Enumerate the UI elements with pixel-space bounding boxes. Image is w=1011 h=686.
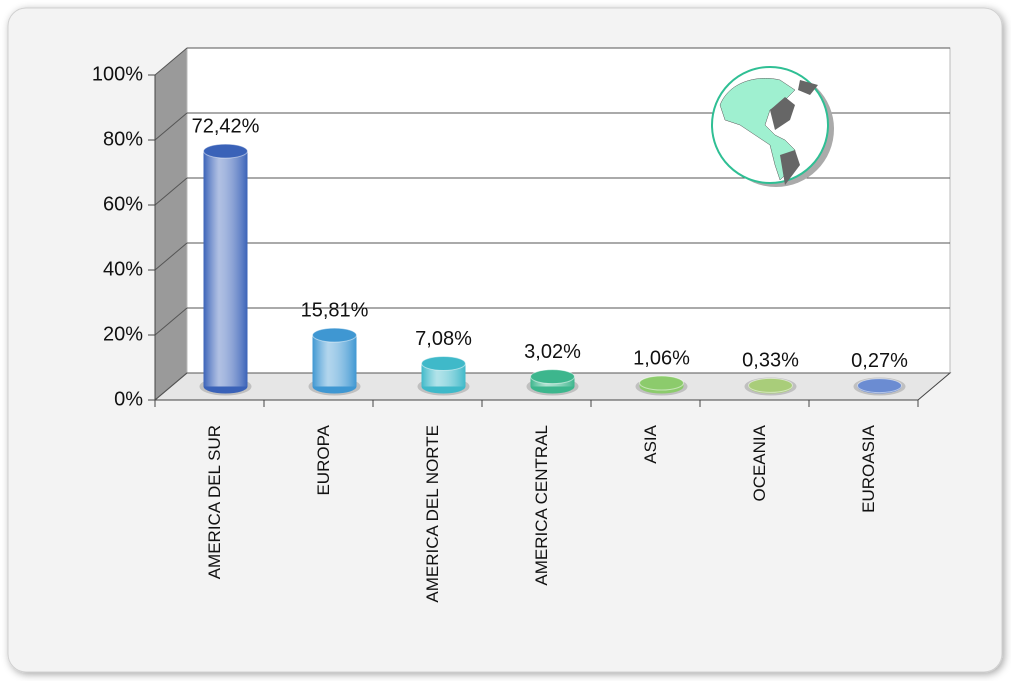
back-wall: [186, 47, 951, 374]
y-tick-label: 40%: [103, 258, 143, 280]
x-tick-label: AMERICA CENTRAL: [532, 425, 551, 586]
bar: [203, 151, 248, 387]
y-tick-label: 20%: [103, 323, 143, 345]
globe-icon: [711, 66, 834, 187]
value-label: 0,33%: [742, 350, 799, 372]
y-tick-label: 100%: [92, 63, 143, 85]
grid-line-side: [154, 177, 188, 206]
bar-cap: [857, 378, 902, 394]
bar: [312, 335, 357, 387]
bar-cap: [530, 369, 575, 385]
grid-line-side: [154, 307, 188, 336]
bar-cap: [203, 143, 248, 159]
x-tick-label: OCEANIA: [750, 424, 769, 501]
y-tick-label: 80%: [103, 128, 143, 150]
x-tick-label: EUROPA: [314, 424, 333, 495]
grid-line-side: [154, 47, 188, 76]
value-label: 3,02%: [524, 341, 581, 363]
y-tick-label: 0%: [114, 388, 143, 410]
y-tick-label: 60%: [103, 193, 143, 215]
bar-cap: [312, 327, 357, 343]
x-tick-label: EUROASIA: [859, 424, 878, 513]
grid-line-side: [154, 242, 188, 271]
value-label: 15,81%: [301, 299, 369, 321]
bar-cap: [748, 377, 793, 393]
value-label: 7,08%: [415, 328, 472, 350]
grid-line-side: [154, 372, 188, 401]
value-label: 1,06%: [633, 347, 690, 369]
bar-cap: [639, 375, 684, 391]
grid-line-side: [154, 112, 188, 141]
value-label: 0,27%: [851, 350, 908, 372]
value-label: 72,42%: [192, 115, 260, 137]
bar-cap: [421, 355, 466, 371]
side-wall: [155, 48, 187, 400]
x-tick-label: AMERICA DEL SUR: [205, 425, 224, 579]
x-tick-label: AMERICA DEL NORTE: [423, 425, 442, 603]
x-tick-label: ASIA: [641, 424, 660, 463]
